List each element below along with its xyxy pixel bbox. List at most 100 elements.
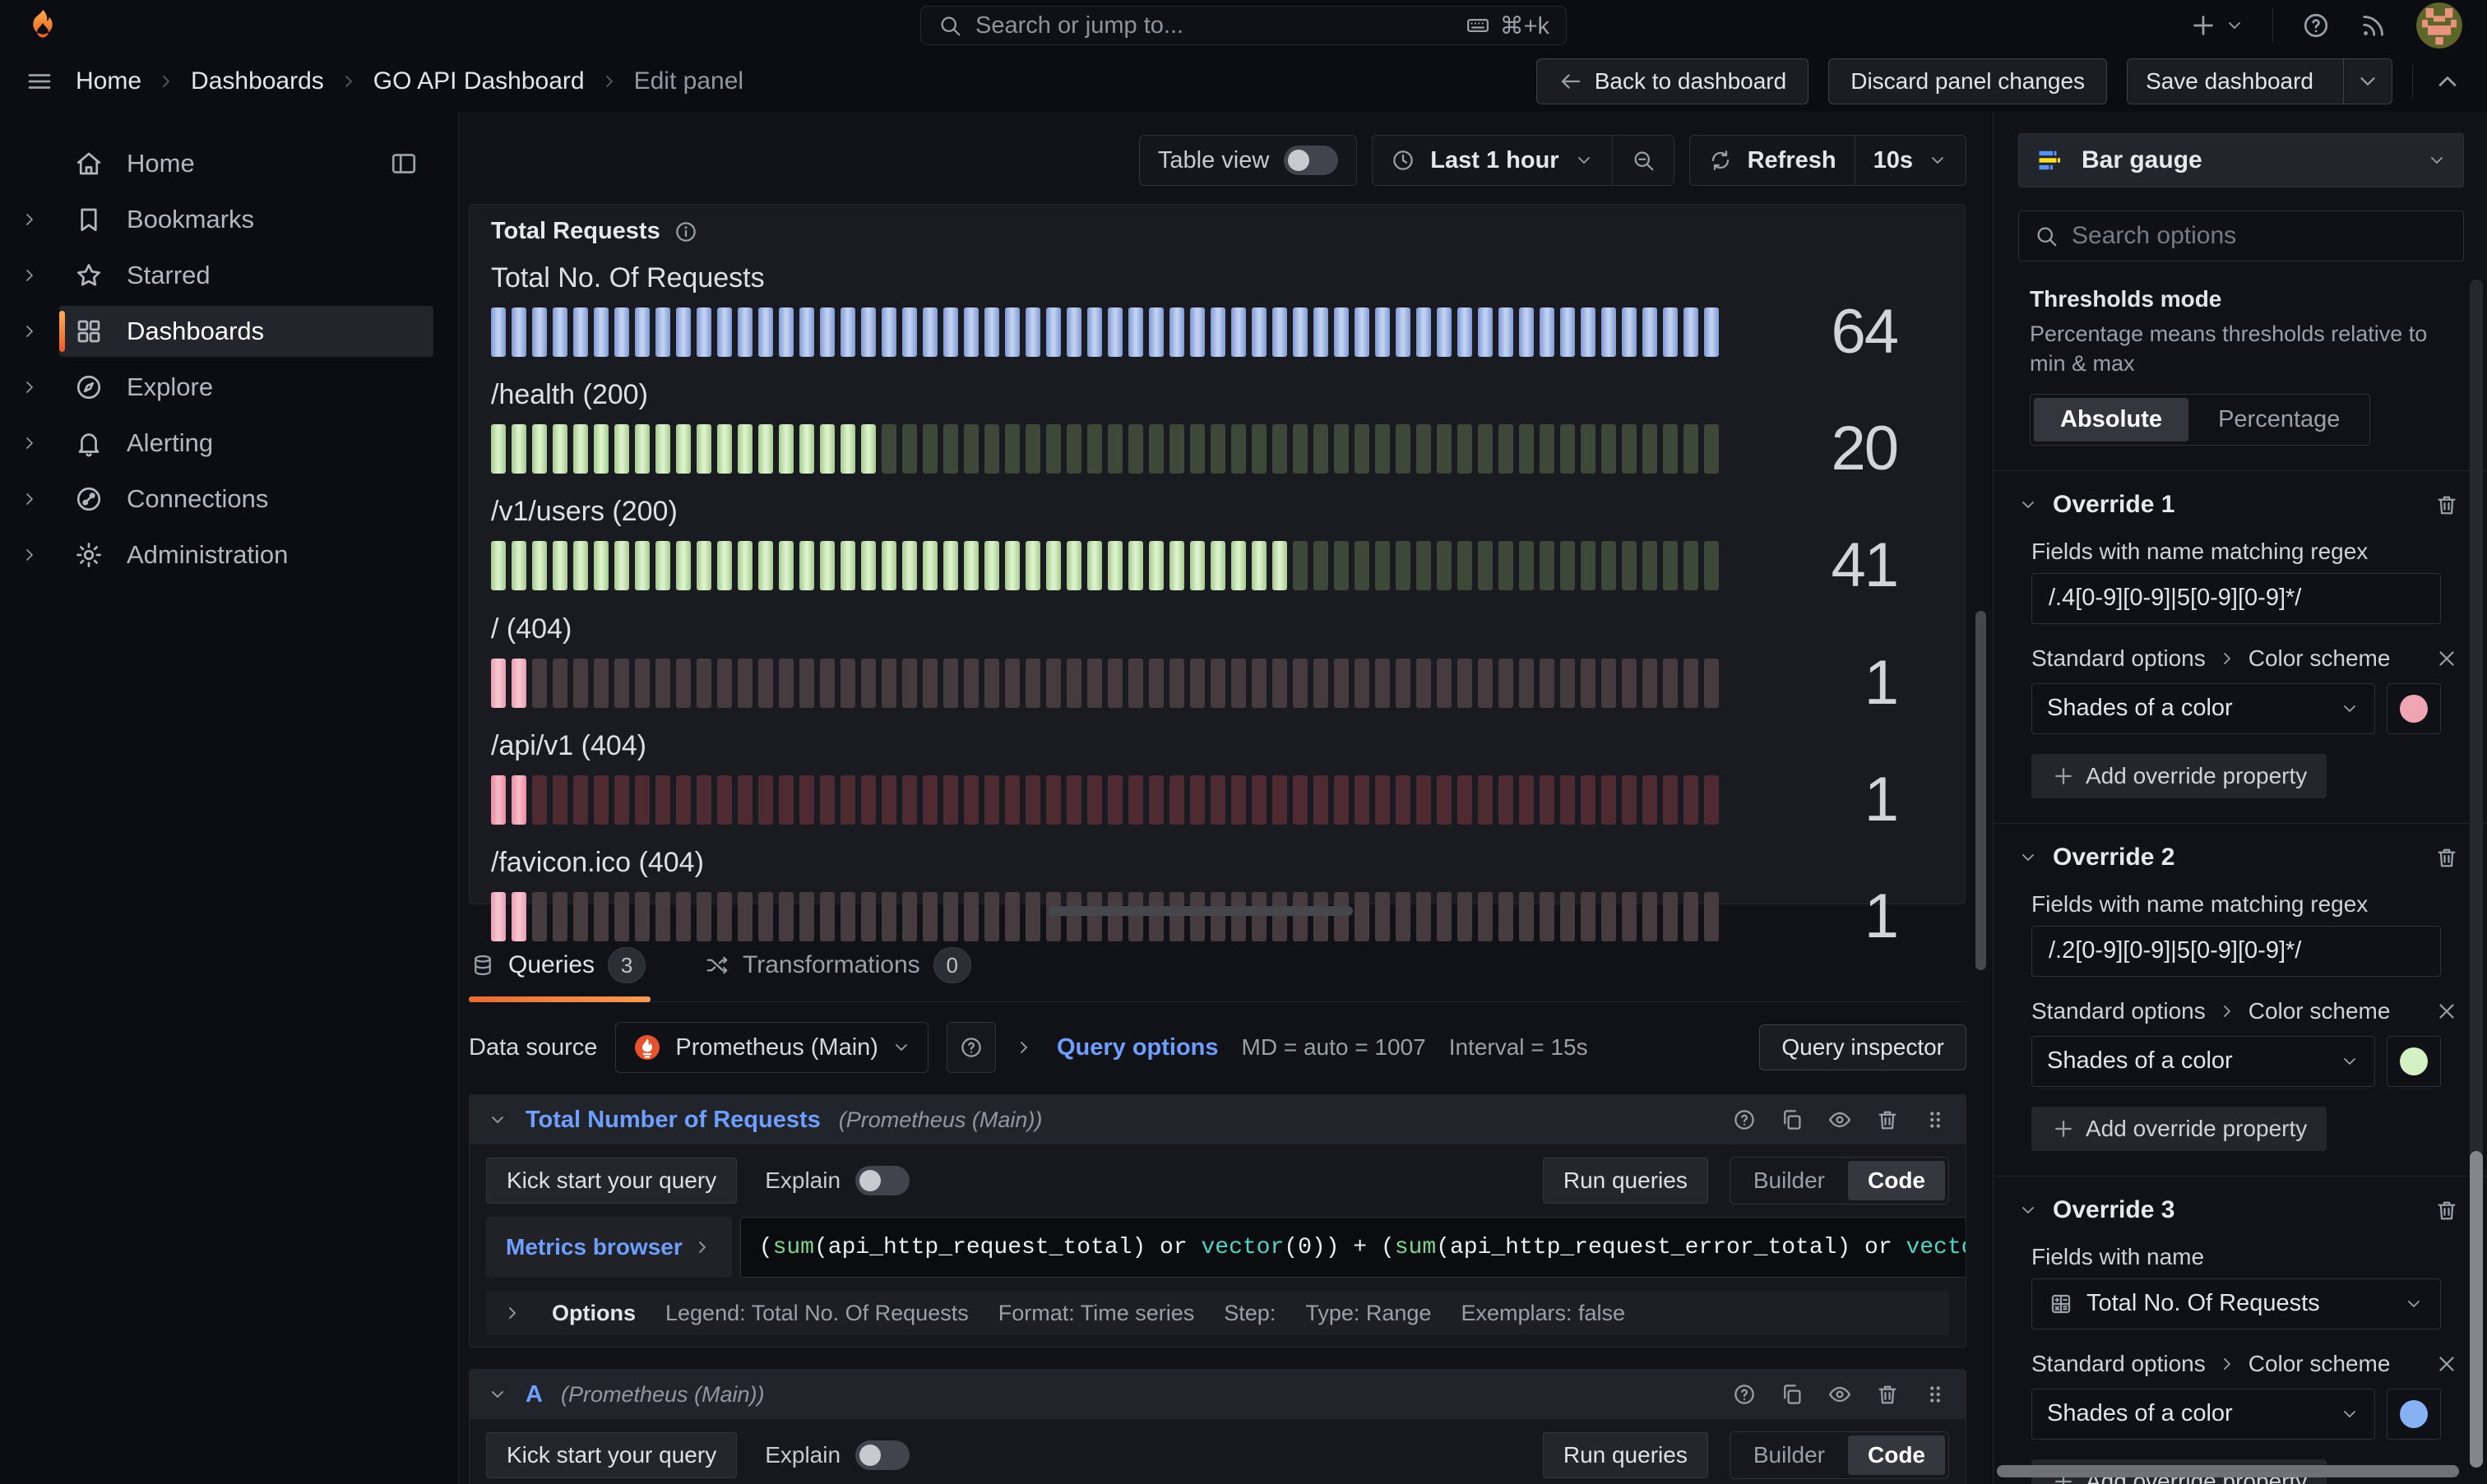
datasource-picker[interactable]: Prometheus (Main) xyxy=(615,1022,929,1073)
override-field-picker[interactable]: Total No. Of Requests xyxy=(2031,1278,2441,1329)
toggle-visibility-icon[interactable] xyxy=(1827,1382,1852,1407)
breadcrumb-dashboards[interactable]: Dashboards xyxy=(191,67,324,95)
panel-horizontal-scrollbar[interactable] xyxy=(469,904,1966,918)
tab-transformations[interactable]: Transformations 0 xyxy=(703,942,976,1001)
visualization-picker[interactable]: Bar gauge xyxy=(2018,133,2464,187)
help-button[interactable] xyxy=(2301,11,2331,40)
chevron-down-icon[interactable] xyxy=(2018,848,2038,867)
sidebar-item-connections[interactable]: Connections xyxy=(59,474,433,525)
duplicate-query-icon[interactable] xyxy=(1780,1107,1804,1132)
options-scrollbar-thumb[interactable] xyxy=(2470,1151,2483,1468)
main-scrollbar-thumb[interactable] xyxy=(1975,611,1986,970)
expand-chevron-icon[interactable] xyxy=(0,266,59,285)
remove-property-icon[interactable] xyxy=(2434,1352,2459,1376)
query-name[interactable]: Total Number of Requests xyxy=(526,1106,821,1133)
chevron-down-icon[interactable] xyxy=(488,1385,507,1404)
query-help-icon[interactable] xyxy=(1732,1382,1757,1407)
delete-query-icon[interactable] xyxy=(1875,1107,1900,1132)
query-help-icon[interactable] xyxy=(1732,1107,1757,1132)
grafana-logo-icon[interactable] xyxy=(25,7,61,44)
breadcrumb-dashboard-name[interactable]: GO API Dashboard xyxy=(373,67,585,95)
chevron-right-icon[interactable] xyxy=(1014,1038,1034,1057)
duplicate-query-icon[interactable] xyxy=(1780,1382,1804,1407)
expand-chevron-icon[interactable] xyxy=(0,489,59,509)
user-avatar[interactable] xyxy=(2416,2,2462,49)
query-options-summary[interactable]: Options Legend: Total No. Of Requests For… xyxy=(486,1291,1949,1335)
color-scheme-select[interactable]: Shades of a color xyxy=(2031,1035,2375,1087)
search-options-input[interactable]: Search options xyxy=(2018,210,2464,261)
delete-override-icon[interactable] xyxy=(2434,492,2459,517)
override-regex-input[interactable]: /.2[0-9][0-9]|5[0-9][0-9]*/ xyxy=(2031,925,2441,977)
sidebar-item-bookmarks[interactable]: Bookmarks xyxy=(59,194,433,245)
run-queries-button[interactable]: Run queries xyxy=(1542,1158,1708,1204)
add-override-property-button[interactable]: Add override property xyxy=(2031,753,2327,798)
chevron-down-icon[interactable] xyxy=(488,1110,507,1130)
refresh-button[interactable]: Refresh xyxy=(1688,135,1855,186)
panel-info-icon[interactable] xyxy=(674,220,698,244)
color-swatch-picker[interactable] xyxy=(2387,1035,2441,1087)
expand-chevron-icon[interactable] xyxy=(0,545,59,565)
drag-handle-icon[interactable] xyxy=(1923,1107,1947,1132)
expand-chevron-icon[interactable] xyxy=(0,377,59,397)
remove-property-icon[interactable] xyxy=(2434,999,2459,1024)
query-name[interactable]: A xyxy=(526,1380,543,1408)
time-range-picker[interactable]: Last 1 hour xyxy=(1372,135,1612,186)
query-options-link[interactable]: Query options xyxy=(1056,1033,1219,1061)
metrics-browser-button[interactable]: Metrics browser xyxy=(486,1217,732,1278)
expand-chevron-icon[interactable] xyxy=(0,321,59,341)
builder-option[interactable]: Builder xyxy=(1753,1442,1825,1468)
datasource-help-button[interactable] xyxy=(946,1022,996,1073)
explain-switch[interactable] xyxy=(855,1440,910,1470)
code-option[interactable]: Code xyxy=(1848,1161,1945,1200)
sidebar-item-home[interactable]: Home xyxy=(59,138,433,189)
builder-option[interactable]: Builder xyxy=(1753,1167,1825,1193)
delete-override-icon[interactable] xyxy=(2434,845,2459,870)
table-view-switch[interactable] xyxy=(1284,146,1339,175)
save-dashboard-button[interactable]: Save dashboard xyxy=(2127,58,2392,104)
zoom-out-time-button[interactable] xyxy=(1611,135,1674,186)
explain-switch[interactable] xyxy=(855,1166,910,1195)
color-scheme-select[interactable]: Shades of a color xyxy=(2031,1388,2375,1440)
news-button[interactable] xyxy=(2359,11,2388,40)
override-regex-input[interactable]: /.4[0-9][0-9]|5[0-9][0-9]*/ xyxy=(2031,572,2441,624)
chevron-down-icon[interactable] xyxy=(2018,1200,2038,1220)
toggle-visibility-icon[interactable] xyxy=(1827,1107,1852,1132)
sidebar-item-administration[interactable]: Administration xyxy=(59,529,433,580)
promql-code-editor[interactable]: (sum (api_http_request_total) or vector (0… xyxy=(739,1217,1966,1278)
query-inspector-button[interactable]: Query inspector xyxy=(1759,1024,1966,1070)
global-search-input[interactable]: Search or jump to... ⌘+k xyxy=(920,6,1567,45)
dock-panel-icon[interactable] xyxy=(389,149,419,178)
percentage-option[interactable]: Percentage xyxy=(2218,405,2341,432)
menu-toggle-icon[interactable] xyxy=(25,67,54,96)
kick-start-query-button[interactable]: Kick start your query xyxy=(486,1432,738,1478)
delete-override-icon[interactable] xyxy=(2434,1198,2459,1223)
sidebar-item-dashboards[interactable]: Dashboards xyxy=(59,306,433,357)
discard-panel-changes-button[interactable]: Discard panel changes xyxy=(1828,58,2108,104)
sidebar-item-alerting[interactable]: Alerting xyxy=(59,418,433,469)
expand-chevron-icon[interactable] xyxy=(0,433,59,453)
table-view-toggle[interactable]: Table view xyxy=(1138,135,1358,186)
breadcrumb-home[interactable]: Home xyxy=(76,67,142,95)
total-requests-panel[interactable]: Total Requests Total No. Of Requests 64/h… xyxy=(469,204,1966,948)
add-override-property-button[interactable]: Add override property xyxy=(2031,1106,2327,1151)
color-scheme-select[interactable]: Shades of a color xyxy=(2031,682,2375,734)
color-swatch-picker[interactable] xyxy=(2387,682,2441,734)
color-swatch-picker[interactable] xyxy=(2387,1388,2441,1440)
delete-query-icon[interactable] xyxy=(1875,1382,1900,1407)
kick-start-query-button[interactable]: Kick start your query xyxy=(486,1158,738,1204)
run-queries-button[interactable]: Run queries xyxy=(1542,1432,1708,1478)
tab-queries[interactable]: Queries 3 xyxy=(469,942,651,1002)
new-button[interactable] xyxy=(2188,11,2244,40)
back-to-dashboard-button[interactable]: Back to dashboard xyxy=(1535,58,1809,104)
options-horizontal-scrollbar[interactable] xyxy=(1997,1465,2459,1477)
query-header[interactable]: Total Number of Requests (Prometheus (Ma… xyxy=(470,1095,1966,1144)
chevron-down-icon[interactable] xyxy=(2018,495,2038,515)
query-header[interactable]: A (Prometheus (Main)) xyxy=(470,1370,1966,1419)
drag-handle-icon[interactable] xyxy=(1923,1382,1947,1407)
code-option[interactable]: Code xyxy=(1848,1435,1945,1475)
refresh-interval-dropdown[interactable]: 10s xyxy=(1854,135,1966,186)
sidebar-item-starred[interactable]: Starred xyxy=(59,250,433,301)
absolute-option[interactable]: Absolute xyxy=(2034,397,2189,442)
expand-chevron-icon[interactable] xyxy=(0,210,59,229)
chevron-down-icon[interactable] xyxy=(2343,59,2392,104)
